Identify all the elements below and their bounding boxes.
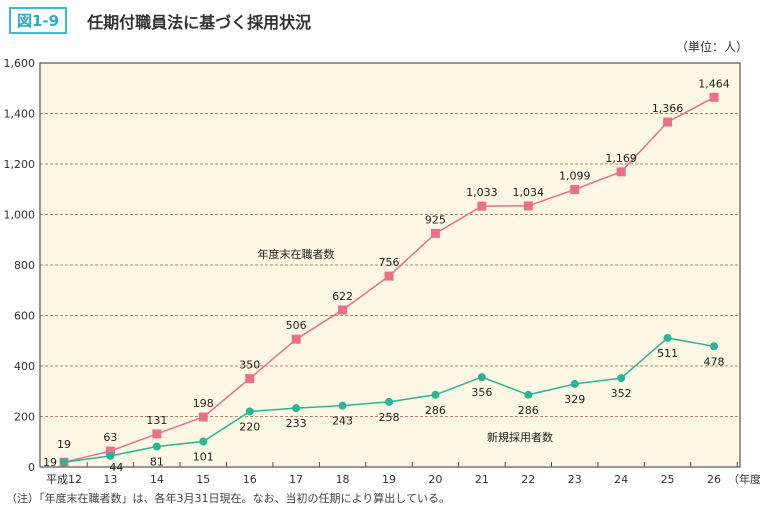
data-label: 622 <box>332 290 353 303</box>
y-tick-label: 800 <box>14 259 35 272</box>
data-label: 44 <box>109 461 123 474</box>
y-tick-label: 600 <box>14 310 35 323</box>
legend-label-new-hires: 新規採用者数 <box>487 430 553 444</box>
figure-header: 図1-9 任期付職員法に基づく採用状況 <box>9 7 311 34</box>
data-label: 1,099 <box>559 170 591 183</box>
y-tick-label: 1,400 <box>4 108 36 121</box>
x-tick-label: 17 <box>289 473 303 486</box>
unit-label: （単位：人） <box>675 40 748 54</box>
data-point-square <box>663 117 673 127</box>
chart-title: 任期付職員法に基づく採用状況 <box>87 12 312 32</box>
x-tick-label: 21 <box>475 473 489 486</box>
x-axis-label: （年度） <box>728 472 760 486</box>
y-tick-label: 1,200 <box>4 158 36 171</box>
data-point-square <box>616 167 626 177</box>
x-tick-label: 24 <box>614 473 628 486</box>
x-tick-label: 平成12 <box>46 473 82 486</box>
data-point-square <box>384 271 394 281</box>
data-point-square <box>152 429 162 439</box>
data-point-circle <box>385 397 393 406</box>
data-point-circle <box>431 390 440 399</box>
x-tick-label: 18 <box>336 473 350 486</box>
data-label: 1,034 <box>513 186 545 199</box>
data-point-circle <box>524 390 533 399</box>
data-point-square <box>198 412 208 422</box>
data-label: 925 <box>425 213 446 226</box>
data-label: 1,464 <box>698 77 730 90</box>
x-tick-label: 23 <box>568 473 582 486</box>
data-label: 63 <box>103 431 117 444</box>
data-label: 352 <box>611 387 632 400</box>
x-tick-label: 14 <box>150 473 164 486</box>
data-label: 101 <box>193 450 214 463</box>
x-tick-label: 16 <box>243 473 257 486</box>
data-label: 286 <box>518 404 539 417</box>
data-point-circle <box>152 442 161 451</box>
data-point-square <box>338 305 348 315</box>
data-label: 81 <box>150 456 164 469</box>
x-tick-label: 22 <box>521 473 535 486</box>
data-point-square <box>105 446 115 456</box>
x-tick-label: 15 <box>196 473 210 486</box>
data-point-circle <box>106 451 115 460</box>
data-label: 258 <box>379 411 400 424</box>
data-point-circle <box>617 374 626 383</box>
data-point-circle <box>245 407 254 416</box>
data-point-circle <box>292 404 301 413</box>
data-label: 511 <box>657 347 678 360</box>
data-label: 198 <box>193 397 214 410</box>
data-label: 506 <box>286 319 307 332</box>
plot-border <box>39 62 741 468</box>
data-label: 478 <box>704 355 725 368</box>
y-tick-label: 1,600 <box>4 57 36 70</box>
data-label: 350 <box>239 359 260 372</box>
data-point-circle <box>477 373 486 382</box>
data-point-square <box>709 92 719 102</box>
data-label: 756 <box>379 256 400 269</box>
x-tick-label: 25 <box>661 473 675 486</box>
data-point-circle <box>663 333 672 342</box>
data-label: 131 <box>146 414 167 427</box>
data-point-circle <box>570 379 579 388</box>
data-point-circle <box>199 437 208 446</box>
x-tick-label: 19 <box>382 473 396 486</box>
y-tick-label: 400 <box>14 360 35 373</box>
legend-label-employees: 年度末在職者数 <box>258 247 335 261</box>
x-tick-label: 13 <box>103 473 117 486</box>
data-label: 329 <box>564 393 585 406</box>
y-tick-label: 0 <box>28 461 35 474</box>
data-point-square <box>430 228 440 238</box>
data-label: 1,366 <box>652 102 684 115</box>
x-tick-label: 26 <box>707 473 721 486</box>
data-label: 220 <box>239 420 260 433</box>
data-point-square <box>477 201 487 211</box>
data-label: 19 <box>57 438 71 451</box>
data-label: 286 <box>425 404 446 417</box>
data-point-square <box>291 334 301 344</box>
x-tick-label: 20 <box>428 473 442 486</box>
figure-label: 図1-9 <box>9 7 68 34</box>
data-point-square <box>245 374 255 384</box>
data-label: 1,033 <box>466 186 498 199</box>
data-label: 1,169 <box>605 152 637 165</box>
data-label: 19 <box>43 456 57 469</box>
y-tick-label: 200 <box>14 411 35 424</box>
footnote: （注）「年度末在職者数」は、各年3月31日現在。なお、当初の任期により算出してい… <box>6 492 450 505</box>
data-point-square <box>523 201 533 211</box>
data-point-square <box>570 185 580 195</box>
data-point-circle <box>338 401 347 410</box>
data-point-circle <box>60 458 68 467</box>
data-label: 356 <box>471 386 492 399</box>
data-label: 233 <box>286 417 307 430</box>
data-point-circle <box>710 342 718 351</box>
y-tick-label: 1,000 <box>4 209 36 222</box>
data-label: 243 <box>332 415 353 428</box>
